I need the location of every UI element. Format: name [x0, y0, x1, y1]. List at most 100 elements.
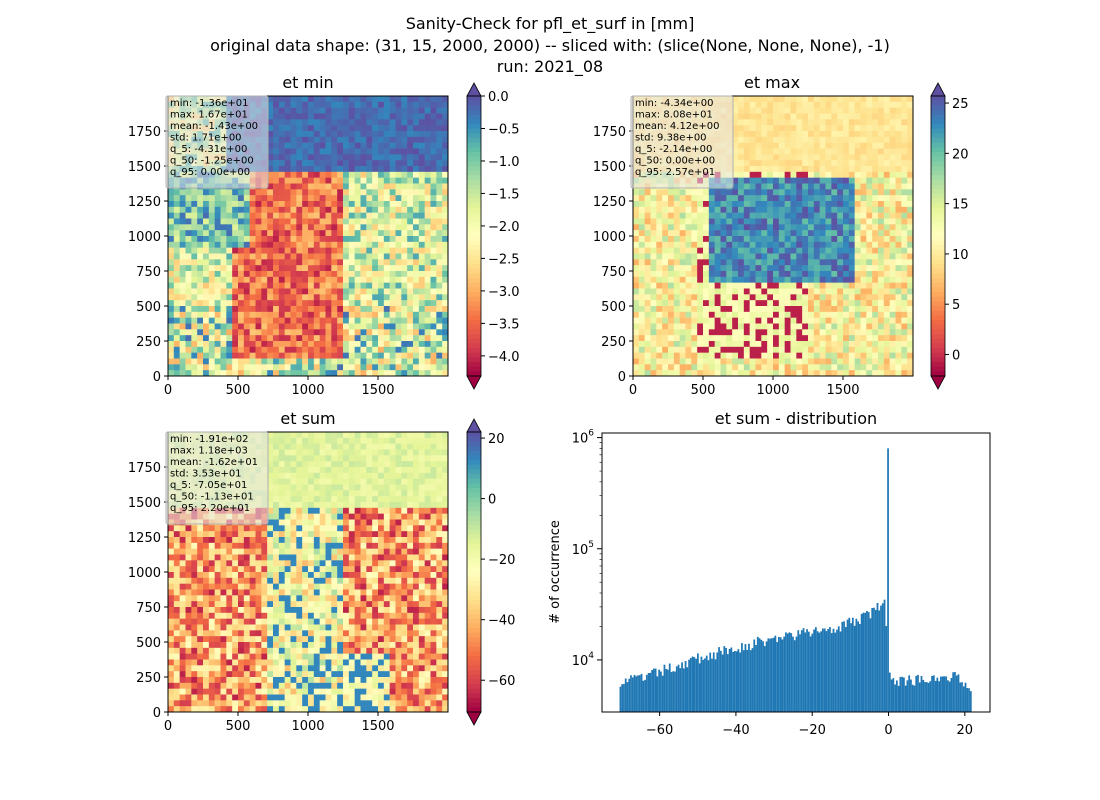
heatmap-cell	[778, 183, 785, 190]
heatmap-cell	[296, 177, 303, 184]
heatmap-cell	[743, 271, 750, 278]
heatmap-cell	[633, 288, 640, 295]
heatmap-cell	[337, 183, 344, 190]
heatmap-cell	[773, 335, 780, 342]
heatmap-cell	[389, 247, 396, 254]
heatmap-cell	[848, 300, 855, 307]
heatmap-cell	[296, 236, 303, 243]
heatmap-cell	[796, 113, 803, 120]
heatmap-cell	[901, 265, 908, 272]
heatmap-cell	[313, 183, 320, 190]
heatmap-cell	[697, 323, 704, 330]
heatmap-cell	[360, 236, 367, 243]
heatmap-cell	[732, 259, 739, 266]
x-tick-label: 1000	[291, 383, 324, 398]
heatmap-cell	[837, 125, 844, 132]
heatmap-cell	[401, 282, 408, 289]
heatmap-cell	[354, 306, 361, 313]
heatmap-cell	[337, 107, 344, 114]
heatmap-cell	[238, 276, 245, 283]
heatmap-cell	[761, 323, 768, 330]
heatmap-cell	[413, 154, 420, 161]
heatmap-cell	[267, 125, 274, 132]
heatmap-cell	[907, 271, 914, 278]
heatmap-cell	[732, 300, 739, 307]
heatmap-cell	[819, 195, 826, 202]
heatmap-cell	[238, 218, 245, 225]
heatmap-cell	[901, 171, 908, 178]
heatmap-cell	[226, 370, 233, 377]
heatmap-cell	[197, 212, 204, 219]
heatmap-cell	[249, 206, 256, 213]
heatmap-cell	[907, 311, 914, 318]
heatmap-cell	[442, 241, 449, 248]
heatmap-cell	[825, 288, 832, 295]
heatmap-cell	[430, 171, 437, 178]
heatmap-cell	[802, 329, 809, 336]
heatmap-cell	[185, 241, 192, 248]
heatmap-cell	[337, 113, 344, 120]
heatmap-cell	[255, 341, 262, 348]
heatmap-cell	[883, 247, 890, 254]
heatmap-cell	[878, 171, 885, 178]
heatmap-cell	[179, 276, 186, 283]
heatmap-cell	[378, 370, 385, 377]
heatmap-cell	[767, 212, 774, 219]
heatmap-cell	[418, 432, 425, 439]
heatmap-cell	[691, 236, 698, 243]
heatmap-cell	[267, 236, 274, 243]
heatmap-cell	[313, 206, 320, 213]
heatmap-cell	[644, 294, 651, 301]
heatmap-cell	[308, 247, 315, 254]
heatmap-cell	[819, 352, 826, 359]
heatmap-cell	[296, 113, 303, 120]
heatmap-cell	[656, 259, 663, 266]
heatmap-cell	[638, 241, 645, 248]
heatmap-cell	[366, 282, 373, 289]
heatmap-cell	[185, 195, 192, 202]
heatmap-cell	[883, 241, 890, 248]
heatmap-cell	[383, 206, 390, 213]
heatmap-cell	[843, 370, 850, 377]
heatmap-cell	[825, 282, 832, 289]
heatmap-cell	[837, 230, 844, 237]
heatmap-cell	[848, 148, 855, 155]
heatmap-cell	[348, 148, 355, 155]
heatmap-cell	[708, 241, 715, 248]
heatmap-cell	[319, 212, 326, 219]
heatmap-cell	[633, 206, 640, 213]
heatmap-cell	[697, 265, 704, 272]
heatmap-cell	[278, 352, 285, 359]
heatmap-cell	[273, 101, 280, 108]
heatmap-cell	[267, 101, 274, 108]
heatmap-cell	[813, 195, 820, 202]
heatmap-cell	[907, 317, 914, 324]
heatmap-cell	[825, 358, 832, 365]
colorbar-segment	[931, 296, 945, 302]
heatmap-cell	[348, 271, 355, 278]
heatmap-cell	[872, 183, 879, 190]
heatmap-cell	[343, 364, 350, 371]
heatmap-cell	[424, 311, 431, 318]
heatmap-cell	[790, 195, 797, 202]
heatmap-cell	[784, 230, 791, 237]
heatmap-cell	[778, 195, 785, 202]
heatmap-cell	[319, 148, 326, 155]
heatmap-cell	[854, 364, 861, 371]
heatmap-cell	[249, 195, 256, 202]
heatmap-cell	[337, 265, 344, 272]
heatmap-cell	[790, 265, 797, 272]
heatmap-cell	[278, 358, 285, 365]
heatmap-cell	[907, 253, 914, 260]
heatmap-cell	[883, 177, 890, 184]
heatmap-cell	[360, 341, 367, 348]
heatmap-cell	[837, 177, 844, 184]
heatmap-cell	[418, 288, 425, 295]
heatmap-cell	[436, 224, 443, 231]
heatmap-cell	[197, 329, 204, 336]
heatmap-cell	[860, 148, 867, 155]
heatmap-cell	[220, 271, 227, 278]
heatmap-cell	[168, 230, 175, 237]
heatmap-cell	[732, 206, 739, 213]
heatmap-cell	[308, 443, 315, 450]
